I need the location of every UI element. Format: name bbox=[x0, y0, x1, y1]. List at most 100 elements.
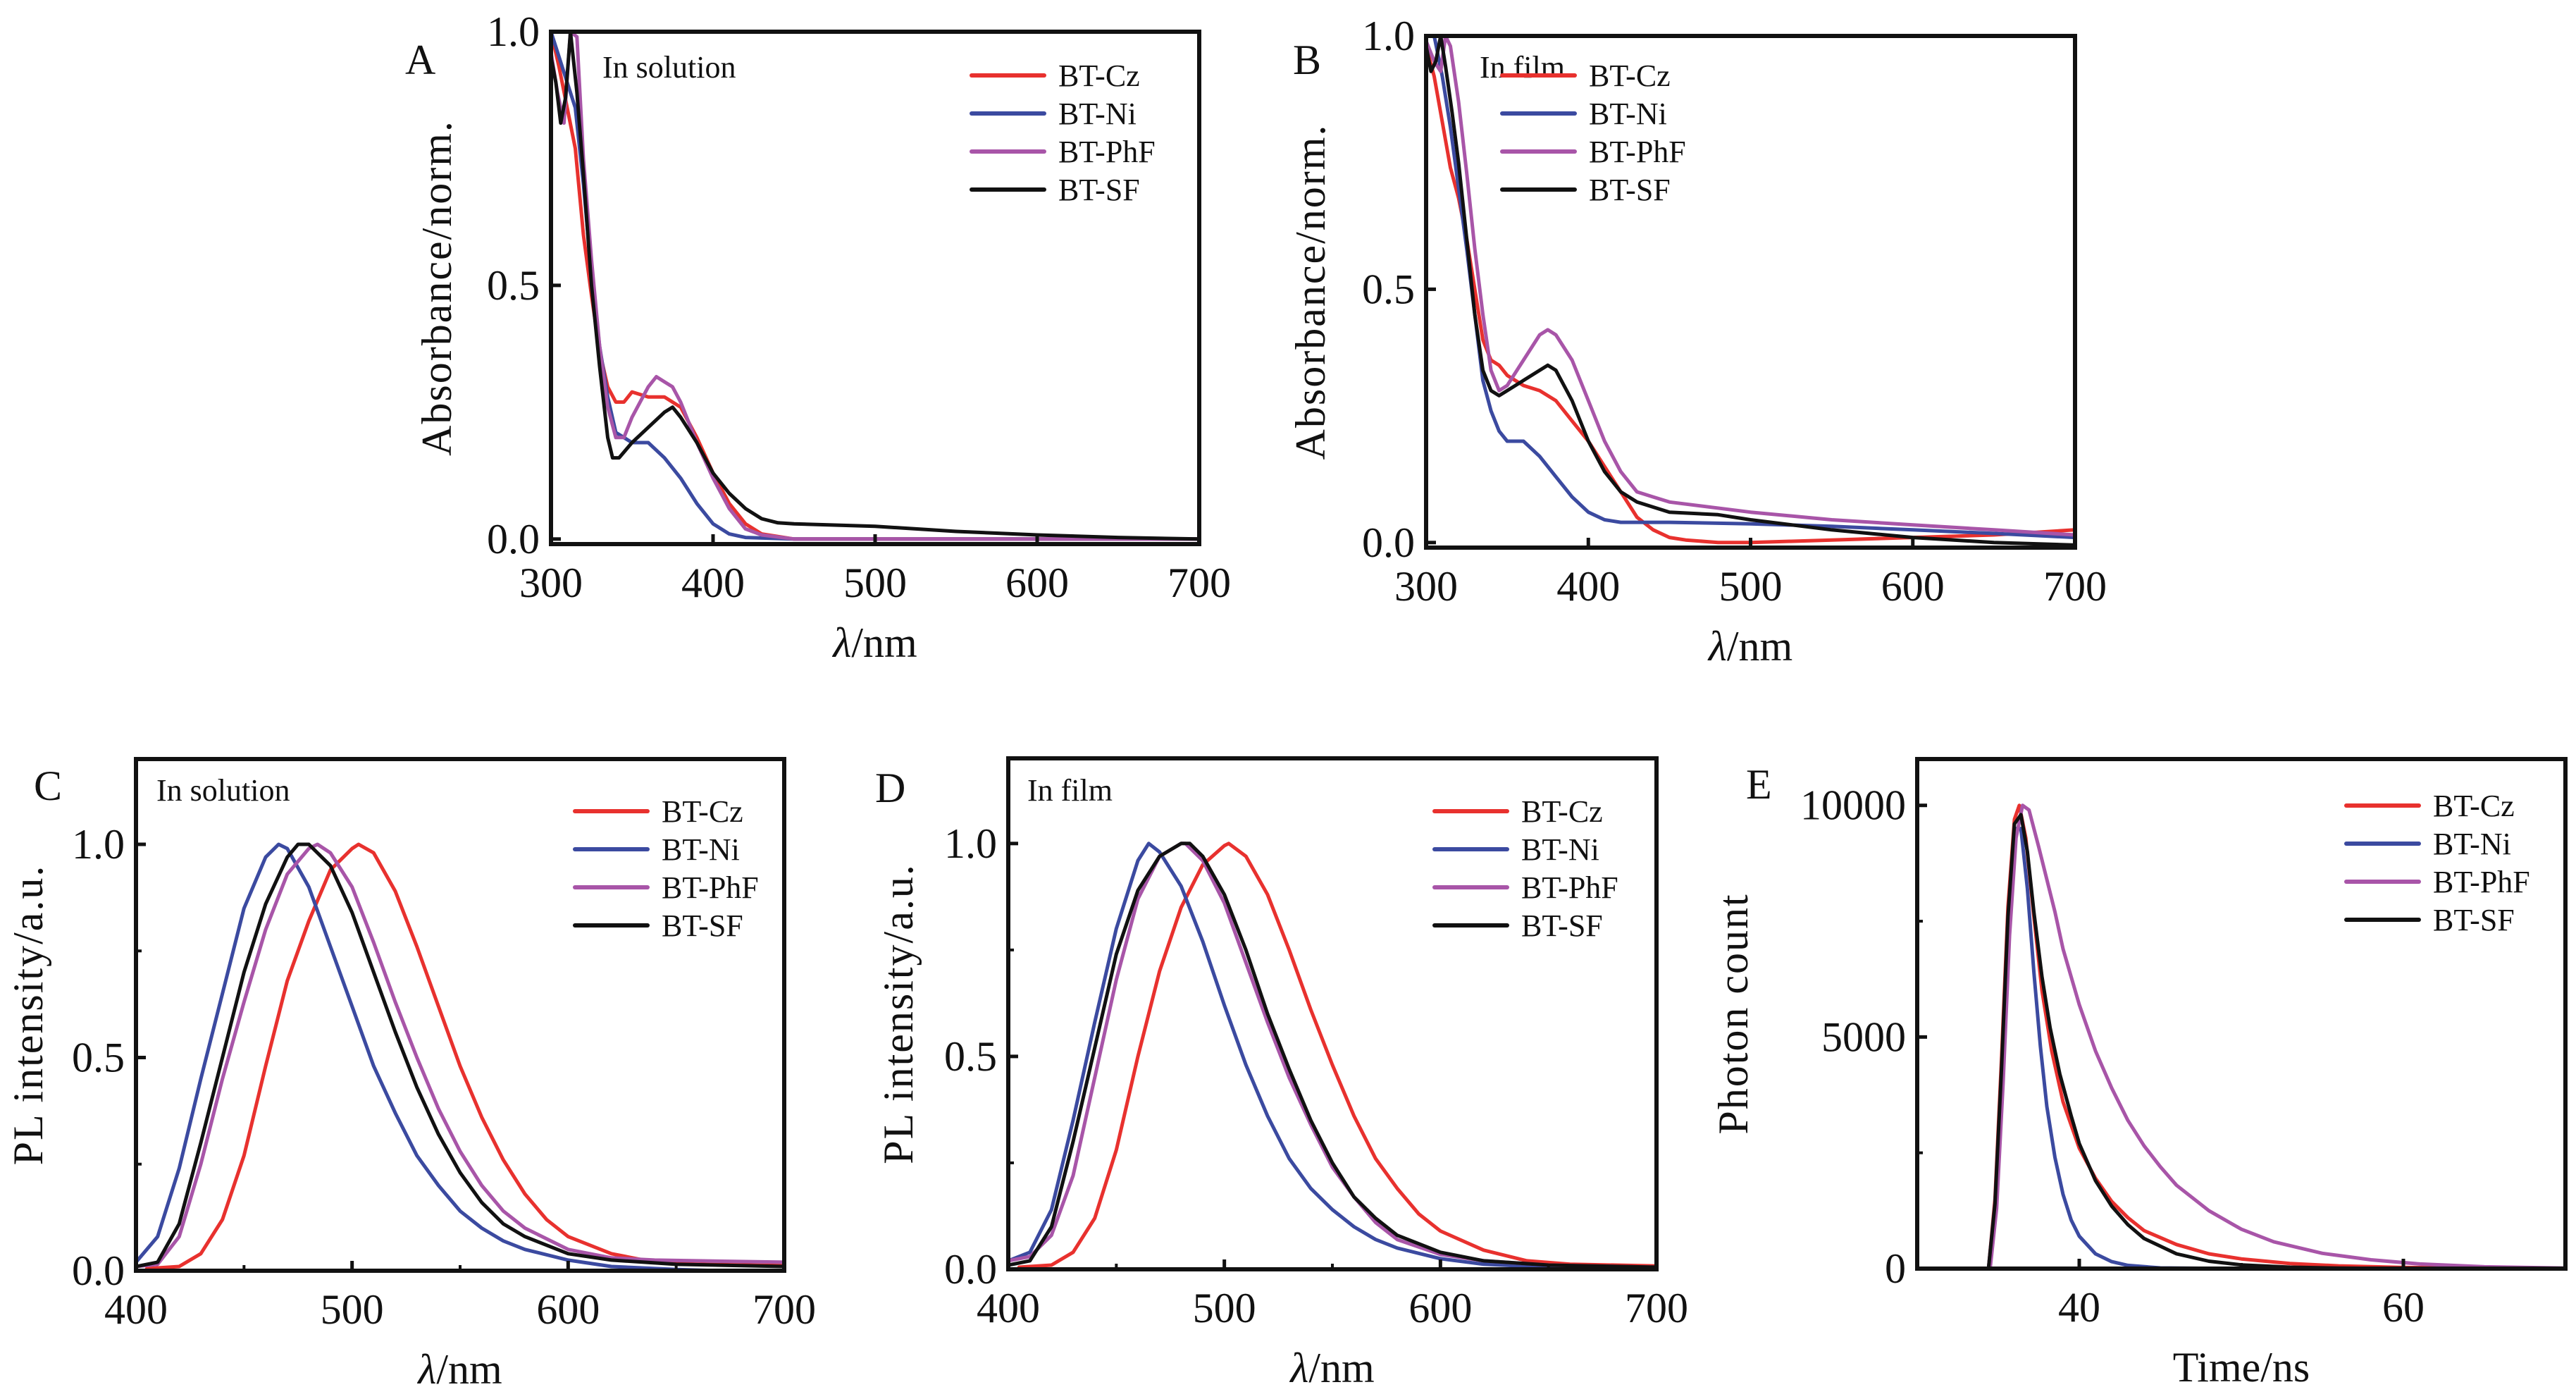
y-tick-label: 5000 bbox=[1821, 1013, 1906, 1060]
x-tick-label: 700 bbox=[1168, 560, 1231, 606]
legend-label: BT-Ni bbox=[1521, 832, 1599, 867]
series-line-bt-phf bbox=[136, 842, 784, 1269]
x-tick-label: 400 bbox=[977, 1285, 1040, 1331]
legend-label: BT-SF bbox=[1058, 173, 1140, 207]
legend-label: BT-PhF bbox=[1058, 135, 1156, 169]
series-group bbox=[1986, 803, 2565, 1269]
series-line-bt-sf bbox=[136, 842, 784, 1269]
y-tick-label: 0.5 bbox=[487, 262, 540, 309]
y-tick-label: 0.0 bbox=[944, 1246, 997, 1293]
series-line-bt-ni bbox=[1008, 842, 1657, 1269]
y-tick-label: 10000 bbox=[1800, 782, 1906, 829]
x-tick-label: 300 bbox=[1394, 563, 1458, 610]
series-line-bt-sf bbox=[1986, 813, 2565, 1269]
x-tick-label: 400 bbox=[681, 560, 745, 606]
legend-label: BT-PhF bbox=[2433, 865, 2530, 899]
series-group bbox=[1426, 36, 2075, 547]
series-line-bt-phf bbox=[551, 32, 1199, 541]
panel-letter: D bbox=[875, 765, 905, 811]
legend: BT-Cz BT-Ni BT-PhF BT-SF bbox=[2344, 789, 2530, 937]
y-tick-label: 0 bbox=[1885, 1245, 1906, 1292]
y-tick-label: 0.5 bbox=[1362, 266, 1415, 312]
x-tick-label: 700 bbox=[1625, 1285, 1688, 1331]
inset-annotation: In solution bbox=[602, 50, 736, 85]
panel-letter: C bbox=[34, 763, 62, 809]
x-tick-label: 500 bbox=[843, 560, 907, 606]
x-tick-label: 400 bbox=[1556, 563, 1620, 610]
inset-annotation: In film bbox=[1480, 50, 1565, 85]
x-tick-label: 500 bbox=[1193, 1285, 1256, 1331]
panel-letter: A bbox=[405, 37, 435, 83]
x-tick-label: 600 bbox=[1005, 560, 1069, 606]
series-line-bt-cz bbox=[144, 842, 784, 1271]
y-tick-label: 0.5 bbox=[72, 1035, 125, 1081]
y-tick-label: 0.0 bbox=[72, 1247, 125, 1294]
y-tick-label: 0.0 bbox=[1362, 519, 1415, 566]
y-axis-label: Photon count bbox=[1710, 893, 1757, 1134]
x-tick-label: 300 bbox=[519, 560, 583, 606]
legend-label: BT-PhF bbox=[662, 870, 759, 905]
panel-d-pl-film: D 0.0 0.5 1.0 400 500 600 700 λ/nm PL intensity/a… bbox=[875, 756, 1688, 1391]
x-axis-label: λ/nm bbox=[1707, 623, 1792, 670]
series-group bbox=[1008, 842, 1657, 1269]
series-line-bt-phf bbox=[1988, 803, 2565, 1269]
panel-c-pl-solution: C 0.0 0.5 1.0 400 500 600 700 λ/nm PL intensity/a… bbox=[5, 757, 816, 1393]
legend-label: BT-Ni bbox=[2433, 827, 2511, 861]
legend-label: BT-SF bbox=[2433, 903, 2515, 937]
y-axis-label: Absorbance/norm. bbox=[414, 120, 460, 456]
x-tick-label: 600 bbox=[1408, 1285, 1472, 1331]
x-axis-label: λ/nm bbox=[416, 1346, 502, 1393]
series-line-bt-sf bbox=[1426, 36, 2075, 547]
x-axis-label: λ/nm bbox=[1289, 1345, 1374, 1391]
series-line-bt-phf bbox=[1426, 36, 2075, 537]
legend-label: BT-PhF bbox=[1589, 135, 1686, 169]
panel-letter: B bbox=[1293, 37, 1321, 83]
x-tick-label: 500 bbox=[321, 1286, 384, 1333]
x-tick-label: 600 bbox=[1881, 563, 1945, 610]
y-tick-label: 0.0 bbox=[487, 516, 540, 562]
y-tick-label: 1.0 bbox=[1362, 13, 1415, 59]
legend-label: BT-Cz bbox=[2433, 789, 2515, 823]
x-tick-label: 400 bbox=[104, 1286, 168, 1333]
series-line-bt-sf bbox=[551, 32, 1199, 541]
panel-a-absorbance-solution: A 0.0 0.5 1.0 300 400 500 600 700 λ/nm Absorbance/… bbox=[405, 8, 1231, 666]
legend-label: BT-Cz bbox=[1521, 794, 1603, 829]
legend-label: BT-SF bbox=[662, 908, 743, 943]
series-line-bt-ni bbox=[1426, 36, 2075, 540]
series-line-bt-ni bbox=[136, 842, 722, 1271]
legend-label: BT-Cz bbox=[1058, 58, 1140, 93]
y-tick-label: 1.0 bbox=[487, 8, 540, 55]
y-axis-label: PL intensity/a.u. bbox=[5, 865, 51, 1166]
legend-label: BT-SF bbox=[1589, 173, 1671, 207]
series-line-bt-sf bbox=[1008, 842, 1657, 1269]
x-tick-label: 700 bbox=[2043, 563, 2107, 610]
y-tick-label: 0.5 bbox=[944, 1033, 997, 1080]
x-tick-label: 700 bbox=[753, 1286, 816, 1333]
panel-letter: E bbox=[1746, 761, 1772, 808]
series-line-bt-cz bbox=[1017, 842, 1657, 1269]
x-tick-label: 500 bbox=[1719, 563, 1783, 610]
x-tick-label: 600 bbox=[536, 1286, 600, 1333]
inset-annotation: In solution bbox=[156, 773, 290, 808]
x-tick-label: 40 bbox=[2058, 1284, 2100, 1331]
y-axis-label: Absorbance/norm. bbox=[1287, 124, 1334, 460]
legend-label: BT-Ni bbox=[662, 832, 740, 867]
y-axis-label: PL intensity/a.u. bbox=[875, 863, 922, 1164]
legend-label: BT-SF bbox=[1521, 908, 1603, 943]
series-group bbox=[136, 842, 784, 1271]
inset-annotation: In film bbox=[1027, 773, 1113, 808]
panel-b-absorbance-film: B 0.0 0.5 1.0 300 400 500 600 700 λ/nm Absorbance/… bbox=[1287, 13, 2107, 670]
legend-label: BT-Cz bbox=[662, 794, 743, 829]
series-line-bt-phf bbox=[1008, 842, 1657, 1269]
series-group bbox=[551, 32, 1199, 541]
x-axis-label: λ/nm bbox=[831, 620, 917, 666]
x-tick-label: 60 bbox=[2382, 1284, 2425, 1331]
x-axis-label: Time/ns bbox=[2173, 1344, 2310, 1391]
y-tick-label: 1.0 bbox=[944, 820, 997, 867]
